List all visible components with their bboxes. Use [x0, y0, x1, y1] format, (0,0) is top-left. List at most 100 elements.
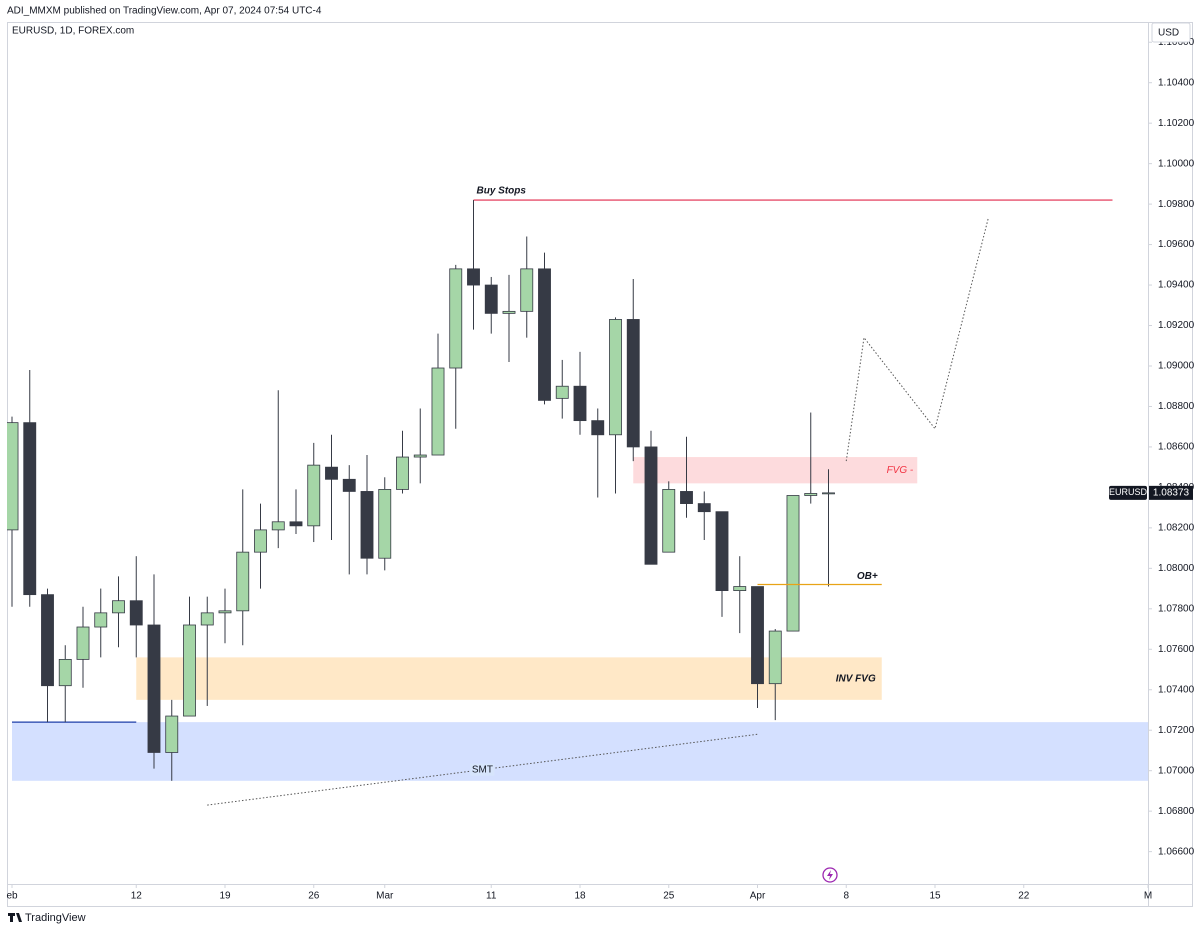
candle-body	[431, 367, 445, 456]
candle-body	[449, 268, 463, 369]
candle-body	[76, 626, 90, 660]
candle-body	[822, 492, 835, 495]
x-tick-label: 22	[1018, 891, 1030, 902]
candle-body	[733, 586, 747, 591]
candle-body	[786, 495, 800, 632]
buy-stops-label: Buy Stops	[477, 186, 527, 197]
footer-brand: TradingView	[25, 912, 86, 924]
candle-body	[236, 551, 250, 612]
candle-body	[307, 464, 321, 527]
x-tick-label: 12	[131, 891, 143, 902]
y-tick-label: 1.08200	[1158, 523, 1195, 534]
candle-body	[7, 422, 19, 531]
price-tag	[1149, 485, 1193, 500]
candle-body	[23, 422, 37, 596]
zone	[633, 457, 918, 484]
candle-body	[289, 521, 303, 527]
x-tick-label: 8	[843, 891, 849, 902]
candle-body	[129, 600, 143, 626]
candle-body	[271, 521, 285, 531]
candle-body	[325, 466, 338, 480]
candle-body	[183, 624, 196, 717]
y-tick-label: 1.08800	[1158, 401, 1195, 412]
candle-body	[573, 385, 587, 422]
y-tick-label: 1.09600	[1158, 239, 1195, 250]
chart-title: EURUSD, 1D, FOREX.com	[12, 26, 134, 37]
y-tick-label: 1.10000	[1158, 158, 1195, 169]
fvg-label: FVG -	[887, 465, 914, 476]
candle-body	[804, 493, 818, 496]
candle-body	[768, 630, 782, 685]
y-tick-label: 1.08000	[1158, 563, 1195, 574]
logo-mark	[8, 913, 22, 922]
y-tick-label: 1.09800	[1158, 199, 1195, 210]
x-tick-label: Mar	[376, 891, 394, 902]
ob-label: OB+	[857, 571, 878, 582]
candle-body	[484, 284, 498, 314]
y-tick-label: 1.07800	[1158, 603, 1195, 614]
symbol-tag	[1109, 485, 1147, 500]
candle-body	[467, 268, 480, 286]
projection-path	[845, 218, 989, 462]
candle-body	[626, 319, 640, 448]
candle-body	[644, 446, 658, 565]
price-tag-label: 1.08373	[1153, 488, 1190, 499]
candle-body	[58, 658, 72, 687]
candle-body	[218, 610, 232, 614]
candle-body	[254, 529, 267, 553]
y-tick-label: 1.06800	[1158, 806, 1195, 817]
x-tick-label: 11	[486, 891, 497, 902]
smt-label: SMT	[472, 764, 493, 775]
publisher: ADI_MMXM published on TradingView.com, A…	[7, 6, 322, 17]
candle-body	[112, 600, 125, 614]
y-tick-label: 1.09200	[1158, 320, 1195, 331]
candle-body	[165, 715, 179, 753]
y-tick-label: 1.08600	[1158, 442, 1195, 453]
candle-body	[680, 491, 693, 504]
x-tick-label: 25	[663, 891, 675, 902]
event-bolt	[827, 870, 833, 880]
symbol-tag-label: EURUSD	[1109, 487, 1148, 497]
candle-body	[342, 478, 356, 492]
candle-body	[555, 385, 569, 399]
unit-label: USD	[1158, 28, 1179, 39]
candle-body	[609, 319, 622, 436]
unit-box	[1151, 22, 1191, 43]
x-tick-label: 18	[574, 891, 586, 902]
candle-body	[662, 489, 676, 553]
inv-fvg-label: INV FVG	[836, 673, 876, 684]
y-tick-label: 1.07200	[1158, 725, 1195, 736]
y-tick-label: 1.06600	[1158, 846, 1195, 857]
logo	[8, 913, 22, 922]
candle-body	[396, 456, 409, 490]
candle-body	[360, 491, 374, 559]
candle-body	[591, 420, 605, 436]
y-tick-label: 1.10200	[1158, 118, 1195, 129]
x-tick-label: 26	[308, 891, 320, 902]
candle-body	[502, 310, 516, 314]
zone	[12, 722, 1148, 781]
smt-label-bg	[470, 763, 495, 776]
candle-body	[538, 268, 551, 401]
y-tick-label: 1.09400	[1158, 280, 1195, 291]
y-tick-label: 1.07600	[1158, 644, 1195, 655]
y-tick-label: 1.10400	[1158, 77, 1195, 88]
x-tick-label: eb	[6, 891, 18, 902]
candle-body	[697, 503, 711, 513]
x-tick-label: M	[1144, 891, 1152, 902]
candle-body	[147, 624, 161, 753]
x-tick-label: 15	[929, 891, 941, 902]
candle-body	[200, 612, 214, 626]
x-tick-label: 19	[219, 891, 231, 902]
candle-body	[41, 594, 54, 687]
candle-body	[751, 586, 764, 685]
event-icon[interactable]	[822, 867, 838, 883]
candle-body	[413, 454, 427, 458]
candle-body	[94, 612, 108, 628]
y-tick-label: 1.09000	[1158, 361, 1195, 372]
candle-body	[715, 511, 729, 591]
candle-body	[520, 268, 534, 312]
plot-area: Buy Stops OB+ FVG - INV FVG SMT	[7, 186, 1148, 806]
x-tick-label: Apr	[750, 891, 766, 902]
